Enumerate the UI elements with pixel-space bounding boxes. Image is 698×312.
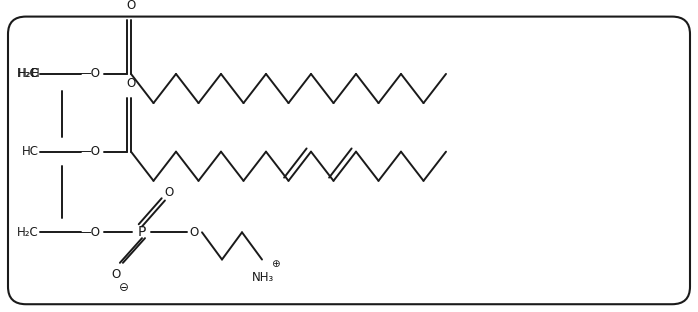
Text: ⊕: ⊕: [271, 259, 279, 269]
Text: O: O: [126, 0, 135, 12]
Text: H₂C: H₂C: [17, 226, 38, 239]
Text: —O: —O: [80, 226, 101, 239]
Text: O: O: [111, 268, 121, 281]
Text: O: O: [126, 77, 135, 90]
Text: O: O: [164, 186, 174, 199]
Text: ⊖: ⊖: [119, 280, 129, 294]
Text: O: O: [189, 226, 199, 239]
Text: P: P: [138, 225, 146, 239]
Text: —O: —O: [80, 145, 101, 158]
Text: —O: —O: [80, 67, 101, 80]
Text: H₂C: H₂C: [17, 67, 38, 80]
Text: HC: HC: [22, 145, 38, 158]
FancyBboxPatch shape: [8, 17, 690, 304]
Text: H₂C: H₂C: [18, 67, 40, 80]
Text: NH₃: NH₃: [252, 271, 274, 284]
Text: H: H: [31, 67, 40, 80]
